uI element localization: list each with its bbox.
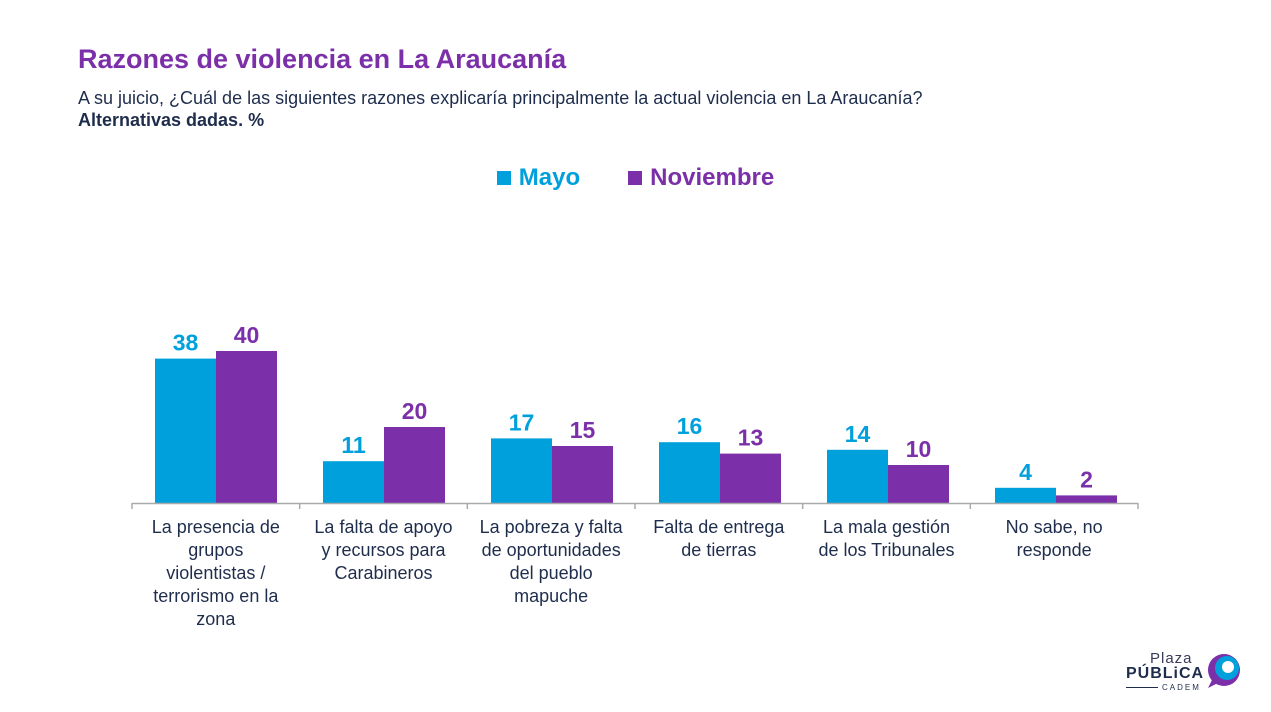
- bar-mayo-4: [659, 442, 720, 503]
- data-label-mayo-3: 17: [509, 409, 535, 435]
- chart-note: Alternativas dadas. %: [78, 110, 265, 130]
- data-label-mayo-6: 4: [1019, 459, 1032, 485]
- data-label-mayo-2: 11: [341, 432, 366, 458]
- legend: Mayo Noviembre: [0, 164, 1271, 192]
- category-label-5: La mala gestión de los Tribunales: [818, 517, 955, 560]
- data-label-mayo-4: 16: [677, 413, 703, 439]
- logo-text-publica: PÚBLiCA: [1126, 665, 1205, 682]
- plaza-publica-logo: Plaza PÚBLiCA CADEM: [1124, 650, 1244, 694]
- bar-noviembre-1: [216, 351, 277, 503]
- bar-mayo-3: [491, 438, 552, 503]
- bar-noviembre-2: [384, 427, 445, 503]
- bar-noviembre-6: [1056, 495, 1117, 503]
- category-label-4: Falta de entrega de tierras: [653, 517, 785, 560]
- data-label-noviembre-2: 20: [402, 398, 428, 424]
- bar-mayo-2: [323, 461, 384, 503]
- data-label-mayo-1: 38: [173, 330, 199, 356]
- bar-mayo-6: [995, 487, 1056, 503]
- legend-label-mayo: Mayo: [518, 164, 581, 191]
- data-label-noviembre-5: 10: [906, 436, 932, 462]
- data-label-noviembre-4: 13: [738, 425, 764, 451]
- category-label-1: La presencia de grupos violentistas / terro…: [151, 517, 280, 629]
- bar-mayo-1: [155, 358, 216, 503]
- bar-noviembre-4: [720, 453, 781, 503]
- category-label-3: La pobreza y falta de oportunidades del pu…: [479, 517, 623, 606]
- chart-subtitle: A su juicio, ¿Cuál de las siguientes raz…: [78, 88, 923, 108]
- legend-label-noviembre: Noviembre: [650, 164, 775, 191]
- speech-bubble-icon: [1208, 654, 1240, 688]
- logo-text-plaza: Plaza: [1150, 650, 1193, 667]
- legend-item-mayo: Mayo: [496, 164, 581, 192]
- data-label-noviembre-3: 15: [570, 417, 596, 443]
- logo-text-cadem: CADEM: [1162, 683, 1201, 692]
- chart-title: Razones de violencia en La Araucanía: [78, 44, 567, 74]
- bar-mayo-5: [827, 449, 888, 503]
- logo-underline: [1126, 687, 1158, 688]
- legend-swatch-noviembre: [628, 171, 643, 185]
- data-label-mayo-5: 14: [845, 421, 871, 447]
- bar-noviembre-5: [888, 465, 949, 503]
- category-label-2: La falta de apoyo y recursos para Carabine…: [314, 517, 453, 583]
- category-label-6: No sabe, no responde: [1005, 517, 1103, 560]
- data-label-noviembre-1: 40: [234, 322, 260, 348]
- data-label-noviembre-6: 2: [1080, 466, 1093, 492]
- bar-noviembre-3: [552, 446, 613, 503]
- legend-item-noviembre: Noviembre: [628, 164, 774, 192]
- legend-swatch-mayo: [496, 171, 511, 185]
